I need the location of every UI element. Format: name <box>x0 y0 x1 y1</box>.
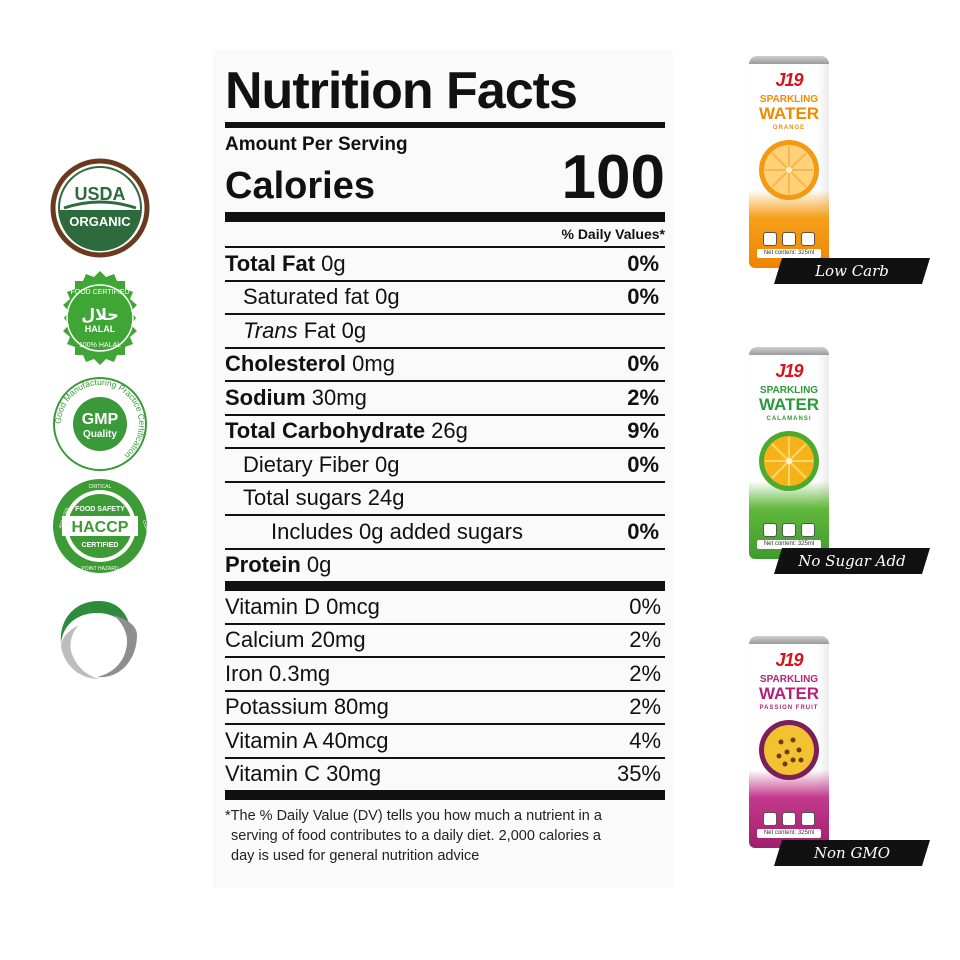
can-sparkling-text: SPARKLING <box>759 674 819 685</box>
haccp-ring-right: CONTROL <box>141 520 150 543</box>
can-net-content: Net content: 325ml <box>757 829 821 838</box>
can-icons <box>763 812 815 826</box>
can-brand-logo: J19 <box>775 650 803 670</box>
haccp-food-safety: FOOD SAFETY <box>75 506 125 513</box>
halal-arabic-text: حلال <box>81 305 119 324</box>
can-water-text: WATER <box>758 395 820 414</box>
tag-label: Non GMO <box>813 844 891 862</box>
haccp-ring-bottom: POINT HAZARD <box>81 566 119 572</box>
can-water-text: WATER <box>758 684 820 703</box>
usda-text: USDA <box>74 184 125 204</box>
halal-certified-badge: FOOD CERTIFIED حلال HALAL 100% HALAL <box>50 268 150 368</box>
usda-organic-badge: USDA ORGANIC <box>50 158 150 258</box>
title-rule <box>225 122 665 128</box>
vitamin-row-c: Vitamin C 30mg 35% <box>225 761 661 787</box>
daily-value-header: % Daily Values* <box>225 222 665 248</box>
can-flavor-text: PASSION FRUIT <box>759 705 819 711</box>
vitamin-row-iron: Iron 0.3mg 2% <box>225 658 665 692</box>
can-passion-fruit: J19 SPARKLING WATER PASSION FRUIT Net co… <box>749 636 829 848</box>
calamansi-slice-icon <box>759 431 819 491</box>
tag-label: Low Carb <box>815 262 889 280</box>
calories-rule <box>225 212 665 222</box>
nutrient-row-added-sugars: Includes 0g added sugars 0% <box>225 516 665 550</box>
gmp-text: GMP <box>82 411 119 428</box>
tag-no-sugar-add: No Sugar Add <box>774 548 930 574</box>
can-flavor-text: CALAMANSI <box>766 416 812 422</box>
nutrient-row-sodium: Sodium 30mg 2% <box>225 382 665 416</box>
gmp-quality-badge: Good Manufacturing Practice Certificatio… <box>50 374 150 474</box>
can-flavor-text: ORANGE <box>772 125 806 131</box>
daily-value-footnote: *The % Daily Value (DV) tells you how mu… <box>225 808 602 864</box>
tag-non-gmo: Non GMO <box>774 840 930 866</box>
protein-rule <box>225 581 665 591</box>
haccp-ring-top: CRITICAL <box>89 484 112 490</box>
nutrient-row-cholesterol: Cholesterol 0mg 0% <box>225 349 665 382</box>
can-icons <box>763 523 815 537</box>
can-sparkling-text: SPARKLING <box>759 94 819 105</box>
tag-low-carb: Low Carb <box>774 258 930 284</box>
nutrition-facts-label: Nutrition Facts Amount Per Serving Calor… <box>213 50 673 888</box>
label-title: Nutrition Facts <box>225 62 578 120</box>
footnote-rule <box>225 790 665 800</box>
halal-top-text: FOOD CERTIFIED <box>71 289 130 296</box>
nutrient-row-total-sugars: Total sugars 24g <box>225 483 665 516</box>
haccp-text: HACCP <box>72 519 129 536</box>
can-sparkling-text: SPARKLING <box>759 385 819 396</box>
calories-value: 100 <box>561 143 665 212</box>
amount-per-serving: Amount Per Serving <box>225 134 408 155</box>
nutrient-row-total-carbohydrate: Total Carbohydrate 26g 9% <box>225 416 665 449</box>
vitamin-row-d: Vitamin D 0mcg 0% <box>225 591 665 625</box>
vitamin-row-calcium: Calcium 20mg 2% <box>225 625 665 658</box>
calories-row: Calories 100 <box>225 147 665 209</box>
can-brand-logo: J19 <box>775 361 803 381</box>
swirl-logo-icon <box>55 595 143 683</box>
can-calamansi: J19 SPARKLING WATER CALAMANSI Net conten… <box>749 347 829 559</box>
tag-label: No Sugar Add <box>798 552 906 570</box>
calories-label: Calories <box>225 165 375 207</box>
organic-text: ORGANIC <box>69 214 131 229</box>
haccp-certified-text: CERTIFIED <box>82 542 119 549</box>
nutrient-row-saturated-fat: Saturated fat 0g 0% <box>225 282 665 315</box>
nutrient-row-dietary-fiber: Dietary Fiber 0g 0% <box>225 449 665 483</box>
orange-slice-icon <box>759 140 819 200</box>
nutrient-row-total-fat: Total Fat 0g 0% <box>225 248 665 282</box>
halal-center-text: HALAL <box>85 324 116 334</box>
haccp-certified-badge: CRITICAL ANALYSIS CONTROL POINT HAZARD F… <box>50 476 150 576</box>
passion-fruit-icon <box>759 720 819 780</box>
can-water-text: WATER <box>758 104 820 123</box>
vitamin-row-a: Vitamin A 40mcg 4% <box>225 725 665 759</box>
gmp-quality-text: Quality <box>83 429 117 440</box>
can-net-content: Net content: 325ml <box>757 249 821 258</box>
nutrient-row-protein: Protein 0g <box>225 552 332 578</box>
can-brand-logo: J19 <box>775 70 803 90</box>
nutrient-row-trans-fat: Trans Fat 0g <box>225 315 665 349</box>
can-orange: J19 SPARKLING WATER ORANGE Net content: … <box>749 56 829 268</box>
halal-bottom-text: 100% HALAL <box>79 342 121 349</box>
vitamin-row-potassium: Potassium 80mg 2% <box>225 692 665 725</box>
can-icons <box>763 232 815 246</box>
can-net-content: Net content: 325ml <box>757 540 821 549</box>
